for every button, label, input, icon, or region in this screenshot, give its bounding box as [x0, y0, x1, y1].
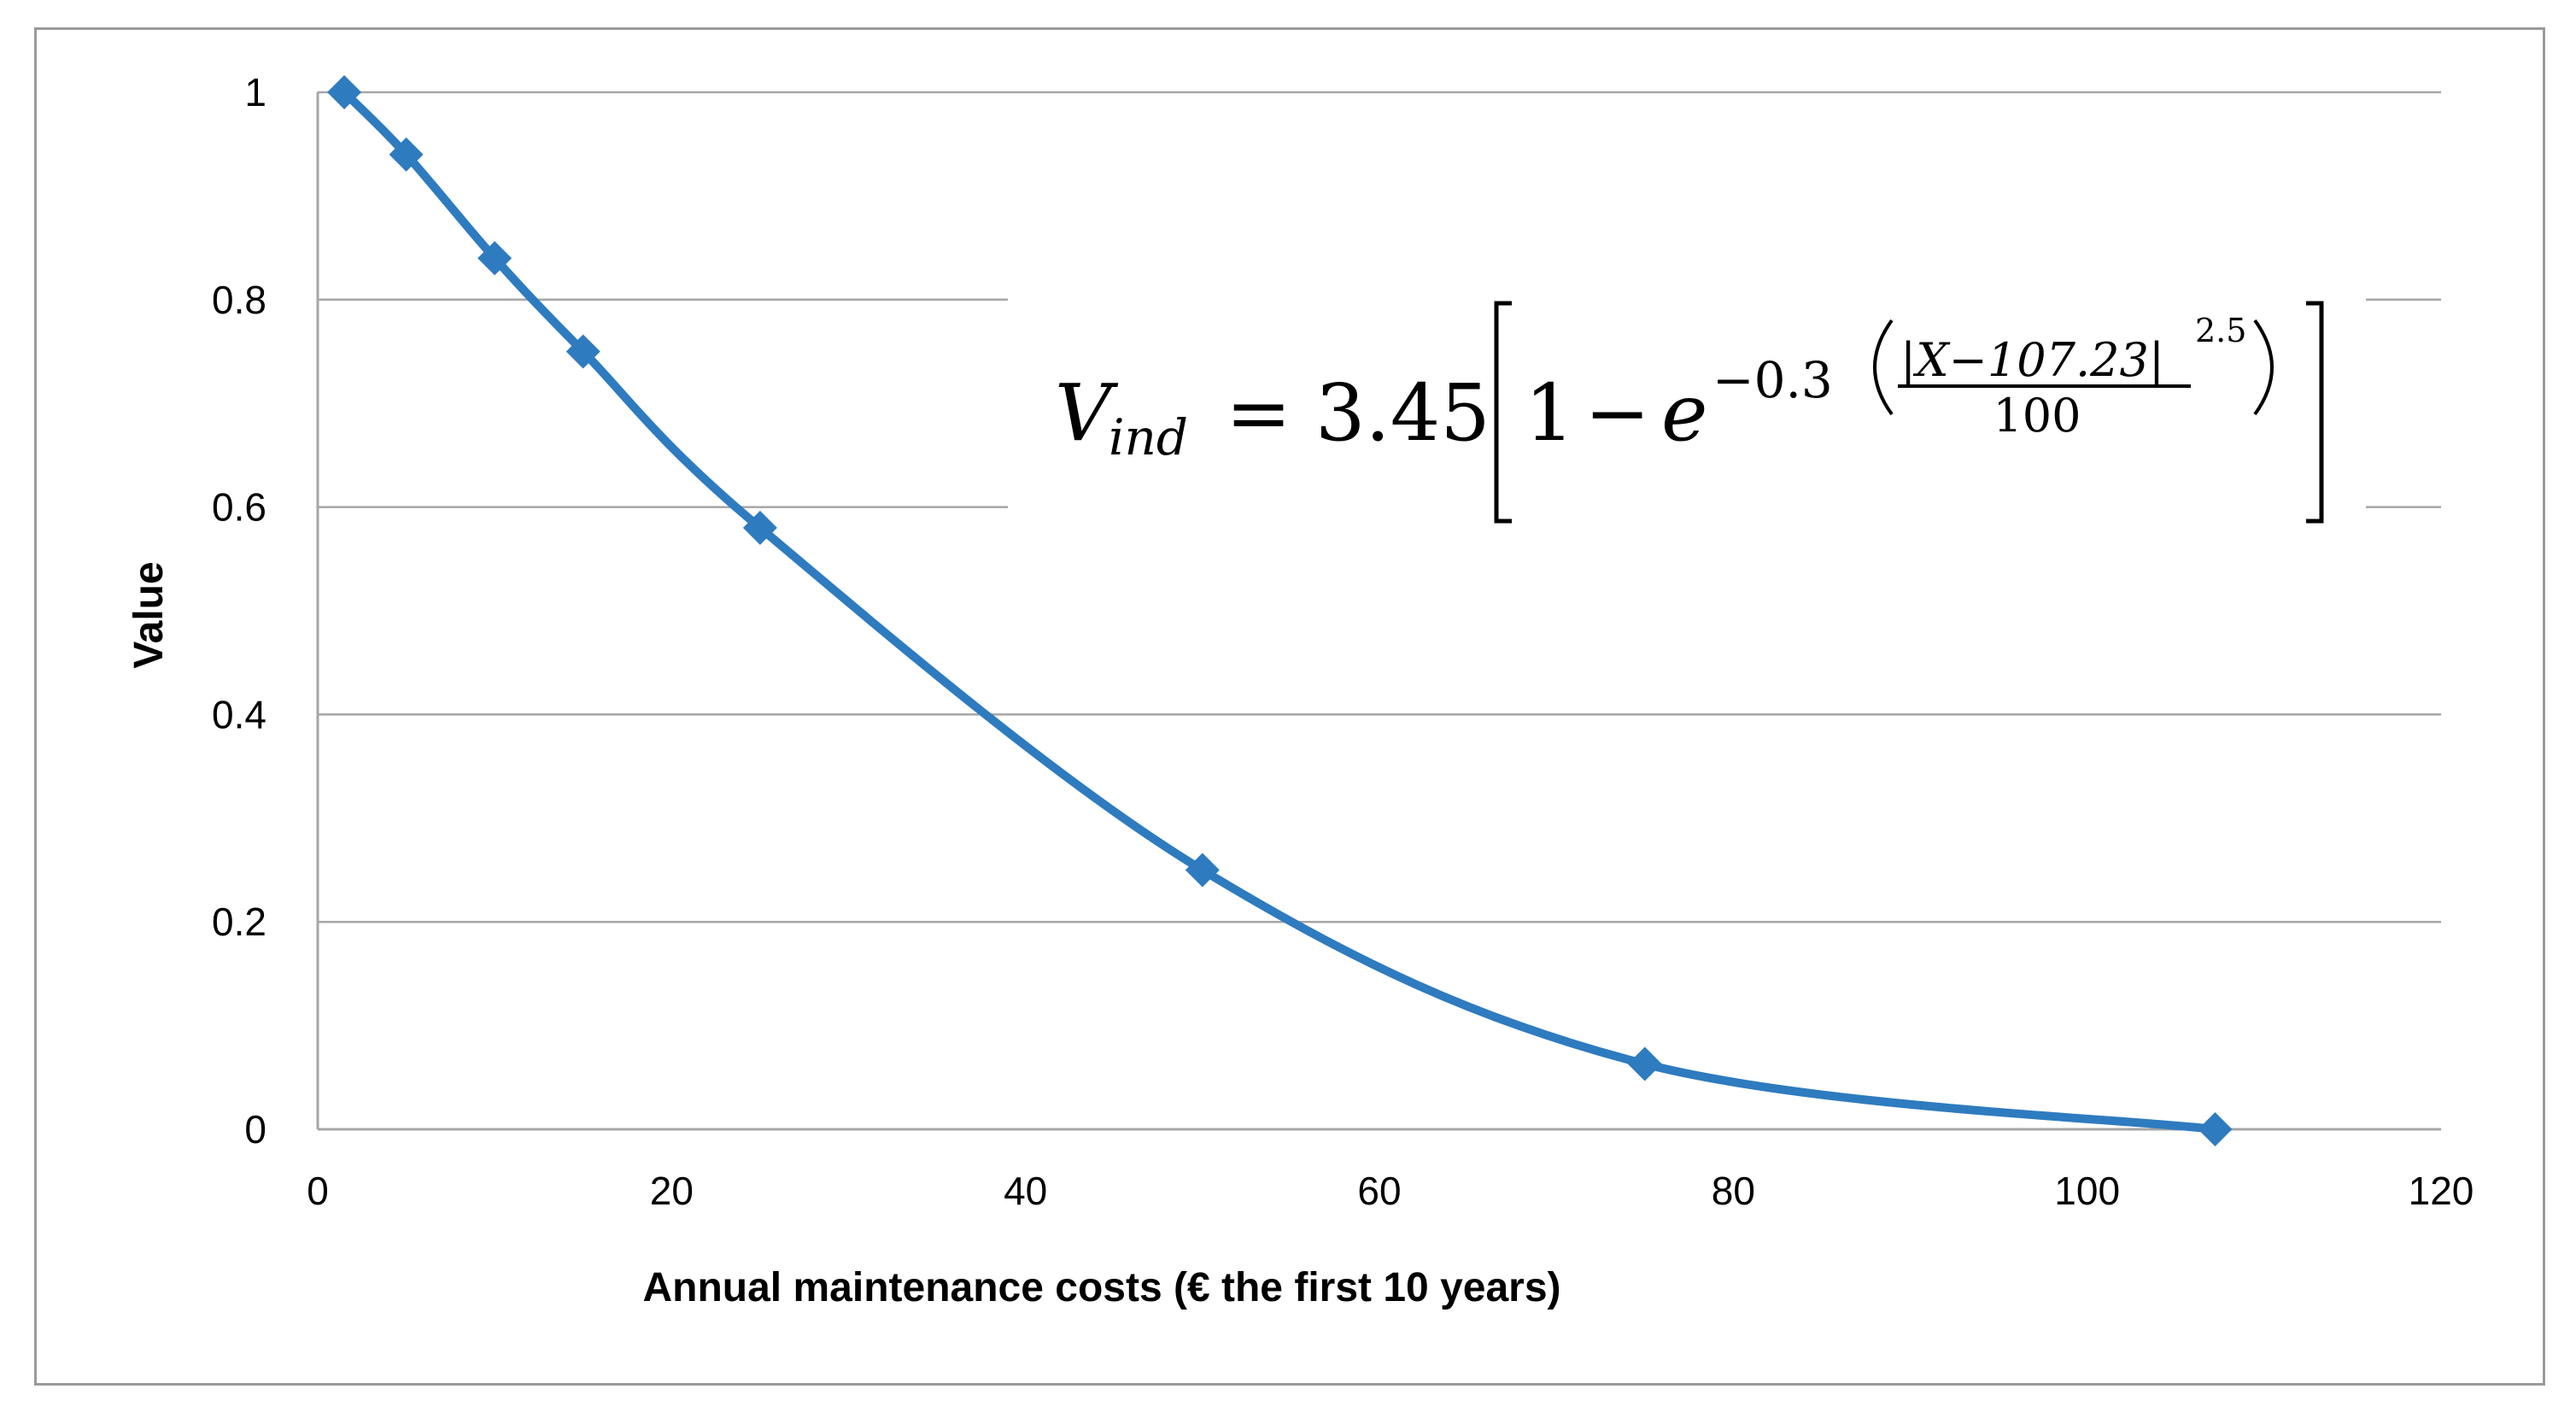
data-point-0-6 [1627, 1046, 1662, 1081]
y-tick-label-0: 0 [244, 1107, 266, 1152]
y-tick-label-2: 0.4 [212, 692, 266, 736]
left-paren [1873, 319, 1894, 416]
x-tick-label-4: 80 [1712, 1169, 1755, 1213]
data-point-0-3 [565, 334, 600, 369]
equation-base-e: e [1661, 367, 1707, 459]
axes [316, 92, 2441, 1131]
grid-lines [318, 91, 2441, 923]
x-tick-labels: 0 20 40 60 80 100 120 [307, 1169, 2474, 1213]
equation-minus: − [1584, 367, 1650, 459]
y-tick-label-3: 0.6 [212, 485, 266, 530]
y-axis-title: Value [126, 561, 172, 668]
equation-one: 1 [1525, 367, 1575, 459]
series-group [327, 75, 2233, 1146]
y-tick-label-4: 0.8 [212, 278, 266, 322]
equation-power: 2.5 [2195, 312, 2246, 349]
x-tick-label-3: 60 [1357, 1169, 1401, 1213]
x-axis-title: Annual maintenance costs (€ the first 10… [642, 1265, 1560, 1310]
data-point-0-7 [2198, 1112, 2233, 1146]
left-bracket [1494, 301, 1512, 524]
y-tick-label-5: 1 [244, 70, 266, 114]
right-bracket [2306, 301, 2324, 524]
series-line-0 [340, 88, 2220, 1134]
y-tick-label-1: 0.2 [212, 900, 266, 944]
equation-background [1008, 282, 2366, 538]
right-paren [2253, 319, 2274, 416]
equation-exp-coefficient: −0.3 [1712, 351, 1833, 409]
x-tick-label-2: 40 [1004, 1169, 1047, 1213]
equation-numerator: |X−107.23| [1900, 333, 2164, 387]
x-tick-label-0: 0 [307, 1169, 329, 1213]
data-point-0-4 [742, 510, 777, 545]
equation-denominator: 100 [1993, 389, 2081, 442]
x-tick-label-6: 120 [2409, 1169, 2474, 1213]
data-point-0-0 [327, 75, 362, 109]
chart-frame [34, 27, 2545, 1386]
data-point-0-1 [389, 137, 424, 172]
y-tick-labels: 0 0.2 0.4 0.6 0.8 1 [212, 70, 266, 1152]
equation-equals: = [1226, 367, 1291, 459]
data-point-0-5 [1185, 853, 1220, 888]
equation-lhs-var: V [1055, 367, 1119, 459]
data-point-0-2 [477, 241, 512, 276]
x-tick-label-1: 20 [650, 1169, 694, 1213]
equation-coefficient: 3.45 [1315, 367, 1490, 459]
equation-lhs-subscript: ind [1109, 408, 1188, 466]
equation-annotation: V ind = 3.45 1 − e −0.3 |X−107.23| 2.5 1… [1008, 282, 2366, 538]
x-tick-label-5: 100 [2054, 1169, 2120, 1213]
